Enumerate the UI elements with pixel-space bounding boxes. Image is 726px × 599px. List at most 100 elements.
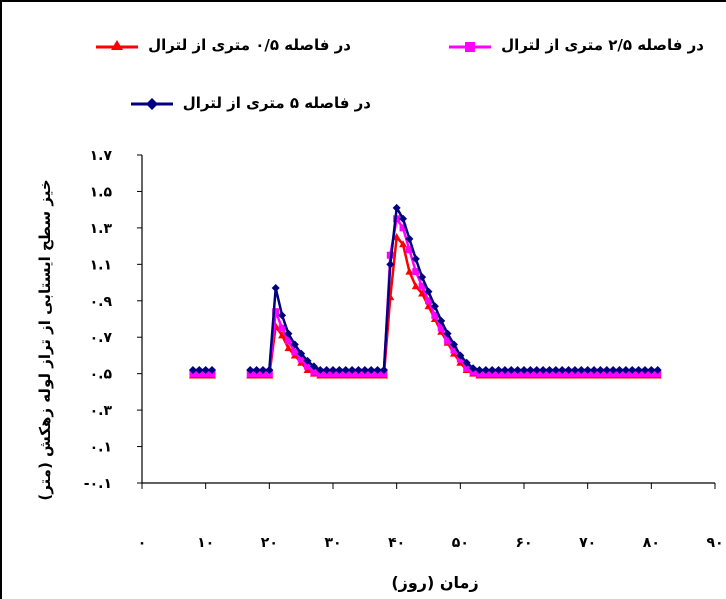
point-series-3 bbox=[449, 340, 458, 349]
point-series-3 bbox=[532, 366, 541, 375]
point-series-3 bbox=[379, 366, 388, 375]
y-tick-label: -۰.۱ bbox=[84, 476, 112, 492]
y-tick-label: ۱.۱ bbox=[90, 257, 112, 273]
point-series-3 bbox=[609, 366, 618, 375]
legend-label-series-1: در فاصله ۰/۵ متری از لترال bbox=[148, 36, 351, 54]
point-series-3 bbox=[634, 366, 643, 375]
point-series-1 bbox=[418, 289, 427, 297]
point-series-3 bbox=[386, 260, 395, 269]
point-series-3 bbox=[309, 362, 318, 371]
y-tick-label: ۰.۷ bbox=[90, 330, 113, 346]
y-tick-label: ۱.۳ bbox=[90, 221, 113, 237]
point-series-3 bbox=[564, 366, 573, 375]
point-series-3 bbox=[640, 366, 649, 375]
x-tick-label: ۹۰ bbox=[706, 535, 723, 551]
y-tick-label: ۰.۵ bbox=[90, 367, 113, 383]
point-series-2 bbox=[284, 337, 292, 345]
legend-diamond-marker-icon bbox=[130, 98, 173, 110]
point-series-3 bbox=[278, 311, 287, 320]
point-series-3 bbox=[284, 329, 293, 338]
point-series-3 bbox=[246, 366, 255, 375]
y-tick-label: ۰.۹ bbox=[90, 294, 113, 310]
point-series-3 bbox=[367, 366, 376, 375]
point-series-3 bbox=[507, 366, 516, 375]
point-series-2 bbox=[431, 311, 439, 319]
y-tick-label: ۰.۳ bbox=[90, 403, 113, 419]
x-axis-title: زمان (روز) bbox=[391, 573, 479, 592]
point-series-3 bbox=[615, 366, 624, 375]
point-series-2 bbox=[297, 355, 305, 363]
x-tick-label: ۲۰ bbox=[261, 535, 278, 551]
point-series-3 bbox=[392, 203, 401, 212]
point-series-3 bbox=[335, 366, 344, 375]
point-series-2 bbox=[437, 324, 445, 332]
point-series-2 bbox=[412, 268, 420, 276]
point-series-2 bbox=[272, 308, 280, 316]
chart-legend: در فاصله ۰/۵ متری از لترال در فاصله ۲/۵ … bbox=[0, 0, 726, 130]
legend-label-series-2: در فاصله ۲/۵ متری از لترال bbox=[501, 36, 704, 54]
x-tick-label: ۷۰ bbox=[579, 535, 596, 551]
point-series-2 bbox=[310, 368, 318, 376]
point-series-3 bbox=[252, 366, 261, 375]
legend-item-series-1: در فاصله ۰/۵ متری از لترال bbox=[94, 36, 351, 54]
point-series-1 bbox=[411, 282, 420, 290]
point-series-1 bbox=[392, 233, 401, 240]
point-series-1 bbox=[278, 331, 287, 339]
point-series-3 bbox=[348, 366, 357, 375]
point-series-3 bbox=[411, 254, 420, 263]
point-series-3 bbox=[265, 366, 274, 375]
point-series-3 bbox=[488, 366, 497, 375]
point-series-3 bbox=[303, 356, 312, 365]
point-series-1 bbox=[284, 344, 293, 352]
point-series-3 bbox=[424, 287, 433, 296]
point-series-3 bbox=[405, 234, 414, 243]
point-series-3 bbox=[494, 366, 503, 375]
point-series-2 bbox=[444, 337, 452, 345]
point-series-3 bbox=[297, 349, 306, 358]
point-series-2 bbox=[291, 348, 299, 356]
point-series-3 bbox=[430, 302, 439, 311]
point-series-3 bbox=[195, 366, 204, 375]
point-series-2 bbox=[278, 324, 286, 332]
point-series-3 bbox=[456, 351, 465, 360]
point-series-3 bbox=[628, 366, 637, 375]
point-series-1 bbox=[399, 240, 408, 248]
point-series-3 bbox=[443, 329, 452, 338]
point-series-3 bbox=[322, 366, 331, 375]
point-series-3 bbox=[290, 340, 299, 349]
point-series-3 bbox=[621, 366, 630, 375]
point-series-2 bbox=[463, 364, 471, 372]
x-tick-label: ۵۰ bbox=[452, 535, 469, 551]
point-series-3 bbox=[360, 366, 369, 375]
point-series-3 bbox=[539, 366, 548, 375]
point-series-3 bbox=[437, 316, 446, 325]
point-series-3 bbox=[188, 366, 197, 375]
x-tick-label: ۱۰ bbox=[197, 535, 214, 551]
x-tick-label: ۰ bbox=[138, 535, 147, 551]
point-series-2 bbox=[450, 346, 458, 354]
point-series-3 bbox=[258, 366, 267, 375]
point-series-3 bbox=[418, 273, 427, 282]
point-series-3 bbox=[647, 366, 656, 375]
point-series-3 bbox=[526, 366, 535, 375]
point-series-3 bbox=[329, 366, 337, 375]
point-series-3 bbox=[316, 366, 325, 375]
point-series-3 bbox=[596, 366, 605, 375]
point-series-1 bbox=[405, 267, 414, 275]
point-series-2 bbox=[304, 362, 312, 370]
legend-square-marker-icon bbox=[449, 42, 492, 52]
legend-item-series-3: در فاصله ۵ متری از لترال bbox=[129, 94, 371, 112]
point-series-3 bbox=[481, 366, 490, 375]
point-series-3 bbox=[341, 366, 350, 375]
legend-label-series-3: در فاصله ۵ متری از لترال bbox=[182, 94, 371, 112]
point-series-3 bbox=[201, 366, 210, 375]
point-series-3 bbox=[462, 358, 471, 367]
point-series-3 bbox=[399, 214, 408, 223]
point-series-3 bbox=[653, 366, 662, 375]
point-series-3 bbox=[354, 366, 363, 375]
point-series-3 bbox=[475, 366, 484, 375]
legend-item-series-2: در فاصله ۲/۵ متری از لترال bbox=[447, 36, 704, 54]
x-tick-label: ۳۰ bbox=[324, 535, 341, 551]
point-series-3 bbox=[577, 366, 586, 375]
